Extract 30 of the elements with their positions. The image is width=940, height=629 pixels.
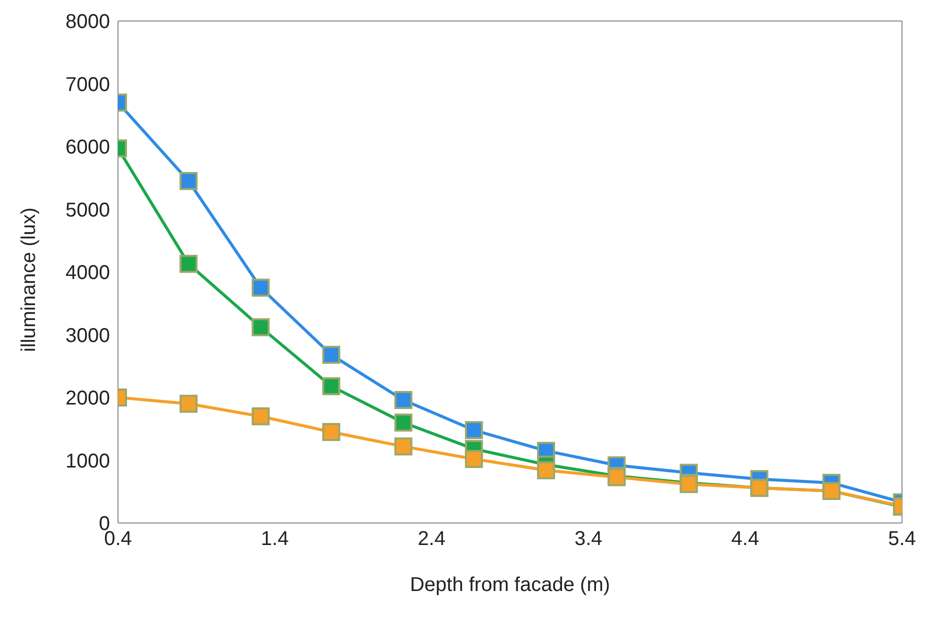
- y-tick-label: 8000: [66, 11, 110, 34]
- point: [180, 254, 198, 273]
- point: [537, 461, 556, 480]
- x-tick-label: 4.4: [731, 528, 760, 550]
- x-tick-label: 3.4: [574, 528, 602, 550]
- x-tick-label: 1.4: [260, 528, 289, 550]
- point: [464, 421, 483, 440]
- point: [394, 391, 412, 410]
- y-tick-label: 4000: [66, 262, 110, 284]
- point: [180, 172, 198, 190]
- y-tick-label: 5000: [66, 199, 110, 222]
- point: [252, 407, 270, 426]
- x-tick-label: 2.4: [418, 528, 446, 550]
- y-tick-label: 6000: [66, 136, 110, 159]
- point: [322, 346, 340, 364]
- point: [464, 450, 483, 468]
- y-tick-label: 7000: [66, 74, 110, 96]
- y-tick-label: 3000: [66, 324, 110, 347]
- point: [322, 423, 340, 442]
- point: [252, 318, 270, 336]
- x-tick-label: 5.4: [888, 528, 916, 550]
- point: [394, 437, 412, 456]
- point: [180, 394, 198, 413]
- y-axis-title: illuminance (lux): [18, 208, 40, 352]
- x-axis-title: Depth from facade (m): [410, 574, 610, 596]
- point: [322, 377, 340, 396]
- point: [252, 278, 270, 297]
- y-tick-label: 1000: [66, 450, 110, 472]
- point: [394, 414, 412, 432]
- y-tick-label: 2000: [66, 388, 110, 410]
